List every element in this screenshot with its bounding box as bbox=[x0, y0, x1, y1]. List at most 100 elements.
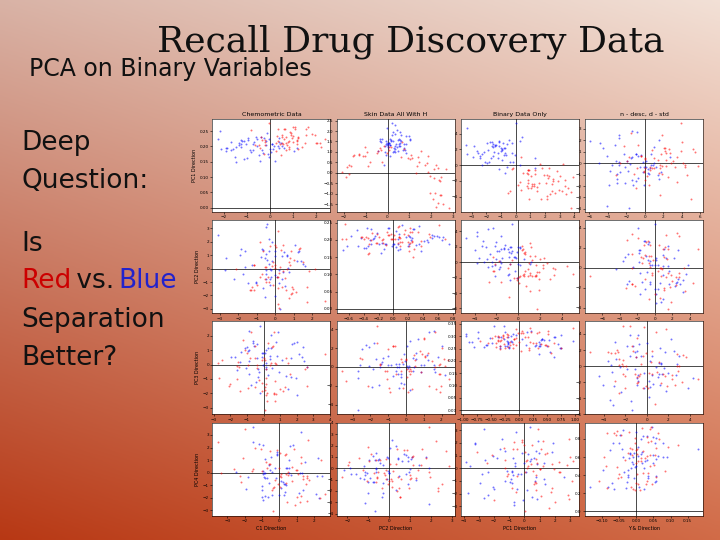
Point bbox=[273, 480, 284, 488]
Point bbox=[643, 170, 654, 179]
Point bbox=[406, 384, 418, 393]
Point bbox=[531, 187, 543, 195]
Point bbox=[512, 329, 523, 338]
Point bbox=[670, 280, 682, 289]
Point bbox=[618, 362, 629, 370]
Point bbox=[392, 245, 404, 254]
Point bbox=[467, 338, 478, 347]
Point bbox=[420, 453, 432, 461]
Point bbox=[630, 281, 642, 290]
Point bbox=[423, 468, 435, 476]
Point bbox=[619, 372, 631, 381]
Point bbox=[222, 144, 233, 152]
Point bbox=[401, 132, 413, 140]
Point bbox=[276, 267, 288, 276]
Point bbox=[390, 129, 401, 138]
Point bbox=[498, 334, 509, 342]
Point bbox=[302, 362, 313, 371]
Point bbox=[652, 267, 663, 276]
Point bbox=[518, 245, 529, 253]
Point bbox=[531, 268, 543, 277]
Point bbox=[431, 437, 442, 445]
Point bbox=[434, 388, 446, 396]
Point bbox=[657, 294, 669, 303]
Point bbox=[508, 253, 520, 261]
Point bbox=[644, 383, 656, 391]
Point bbox=[259, 455, 271, 464]
Point bbox=[631, 334, 642, 342]
Point bbox=[429, 367, 441, 376]
Point bbox=[415, 368, 427, 377]
Point bbox=[250, 133, 261, 142]
Point bbox=[260, 391, 271, 400]
Point bbox=[385, 137, 397, 146]
Point bbox=[519, 248, 531, 256]
Point bbox=[277, 241, 289, 249]
Point bbox=[287, 441, 299, 449]
Point bbox=[264, 466, 276, 475]
Point bbox=[514, 160, 526, 169]
Point bbox=[472, 227, 483, 236]
Point bbox=[554, 457, 565, 466]
Point bbox=[640, 237, 652, 246]
Point bbox=[552, 340, 564, 349]
Point bbox=[393, 471, 405, 480]
Point bbox=[610, 355, 621, 364]
Point bbox=[504, 260, 516, 268]
Point bbox=[273, 141, 284, 150]
Point bbox=[234, 471, 246, 480]
Point bbox=[387, 128, 398, 137]
Point bbox=[259, 349, 271, 357]
Point bbox=[467, 153, 479, 161]
Point bbox=[380, 139, 392, 148]
Point bbox=[436, 343, 448, 352]
Point bbox=[492, 149, 504, 158]
Point bbox=[536, 335, 547, 344]
Point bbox=[498, 340, 510, 348]
Point bbox=[242, 346, 253, 355]
Point bbox=[661, 161, 672, 170]
Point bbox=[544, 348, 556, 356]
Point bbox=[433, 370, 445, 379]
Point bbox=[619, 456, 631, 464]
Point bbox=[256, 485, 268, 494]
Point bbox=[508, 438, 520, 447]
Point bbox=[659, 147, 670, 156]
Point bbox=[280, 353, 292, 362]
Point bbox=[507, 338, 518, 347]
Point bbox=[549, 264, 560, 273]
Point bbox=[377, 358, 388, 367]
Point bbox=[241, 343, 253, 352]
Point bbox=[408, 461, 419, 469]
Point bbox=[504, 293, 516, 301]
Point bbox=[626, 176, 638, 184]
Point bbox=[632, 377, 644, 386]
Point bbox=[489, 260, 500, 269]
Point bbox=[396, 238, 408, 246]
Point bbox=[490, 343, 502, 352]
Point bbox=[269, 292, 281, 301]
Point bbox=[378, 161, 390, 170]
Point bbox=[498, 243, 510, 252]
Point bbox=[262, 343, 274, 352]
Point bbox=[240, 363, 252, 372]
Point bbox=[546, 460, 557, 468]
Point bbox=[505, 475, 517, 484]
Point bbox=[444, 239, 455, 248]
Point bbox=[528, 182, 539, 191]
Point bbox=[690, 148, 701, 157]
Point bbox=[518, 255, 529, 264]
Point bbox=[377, 239, 389, 248]
Point bbox=[353, 151, 364, 159]
Point bbox=[566, 477, 577, 485]
Point bbox=[487, 224, 499, 232]
Point bbox=[287, 138, 299, 146]
Point bbox=[618, 356, 629, 364]
Point bbox=[271, 448, 283, 456]
Point bbox=[505, 332, 517, 340]
Point bbox=[428, 165, 440, 174]
Point bbox=[629, 486, 641, 495]
Point bbox=[379, 366, 391, 375]
Point bbox=[652, 451, 664, 460]
Point bbox=[527, 339, 539, 348]
